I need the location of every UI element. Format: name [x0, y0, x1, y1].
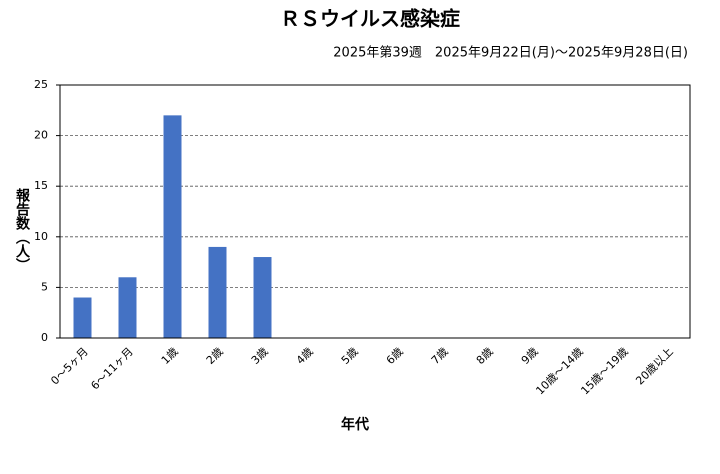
y-tick-label: 15 — [34, 179, 48, 192]
x-tick-label: 3歳 — [249, 345, 271, 367]
x-tick-label: 2歳 — [204, 345, 226, 367]
x-tick-label: 6歳 — [384, 345, 406, 367]
x-tick-label: 4歳 — [294, 345, 316, 367]
chart-title: ＲＳウイルス感染症 — [280, 7, 460, 31]
chart-subtitle: 2025年第39週 2025年9月22日(月)～2025年9月28日(日) — [333, 46, 688, 61]
y-tick-label: 5 — [41, 280, 48, 293]
x-tick-label: 20歳以上 — [633, 345, 675, 387]
x-tick-label: 8歳 — [474, 345, 496, 367]
x-tick-label: 7歳 — [429, 345, 451, 367]
x-tick-label: 15歳～19歳 — [578, 345, 630, 397]
x-axis-title: 年代 — [341, 416, 369, 433]
plot-frame — [59, 84, 691, 339]
bar — [73, 297, 92, 338]
x-tick-label: 1歳 — [159, 345, 181, 367]
x-tick-label: 6～11ヶ月 — [88, 345, 135, 392]
x-tick-label: 5歳 — [339, 345, 361, 367]
y-tick-label: 20 — [34, 129, 48, 142]
x-tick-label: 0～5ヶ月 — [48, 345, 90, 387]
y-tick-label: 10 — [34, 230, 48, 243]
y-axis-title: 報告数（人） — [14, 187, 31, 272]
bar — [253, 257, 272, 338]
x-tick-label: 10歳～14歳 — [533, 345, 585, 397]
bar — [118, 277, 137, 338]
y-tick-label: 0 — [41, 331, 48, 344]
bar — [163, 115, 182, 338]
bar — [208, 246, 227, 338]
x-tick-label: 9歳 — [519, 345, 541, 367]
y-tick-label: 25 — [34, 78, 48, 91]
